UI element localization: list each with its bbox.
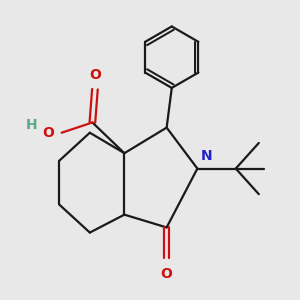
Text: O: O: [42, 126, 54, 140]
Text: O: O: [89, 68, 101, 82]
Text: O: O: [161, 267, 172, 281]
Text: H: H: [26, 118, 37, 132]
Text: N: N: [201, 149, 213, 164]
